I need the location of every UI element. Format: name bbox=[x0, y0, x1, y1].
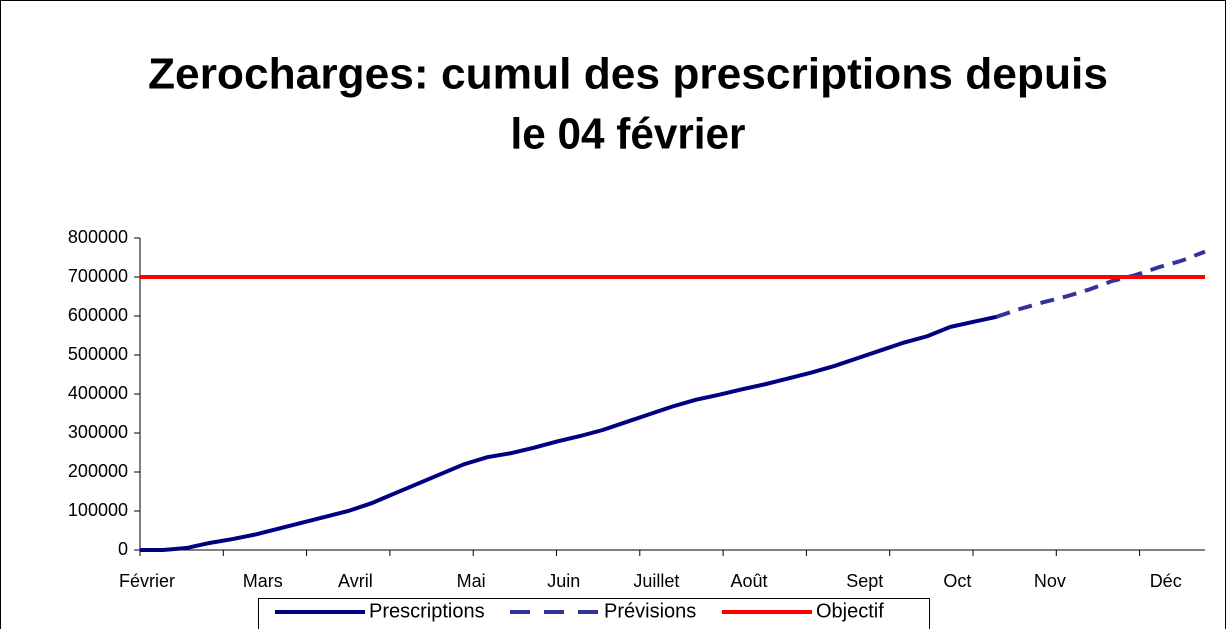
y-tick-label: 300000 bbox=[68, 422, 128, 442]
series-line bbox=[995, 249, 1206, 319]
x-tick-label: Juillet bbox=[633, 571, 679, 591]
y-tick-label: 800000 bbox=[68, 227, 128, 247]
x-tick-label: Nov bbox=[1034, 571, 1066, 591]
x-tick-label: Juin bbox=[547, 571, 580, 591]
y-tick-label: 0 bbox=[118, 539, 128, 559]
y-tick-label: 100000 bbox=[68, 500, 128, 520]
x-tick-label: Mars bbox=[243, 571, 283, 591]
chart-title: Zerocharges: cumul des prescriptions dep… bbox=[148, 50, 1108, 99]
y-tick-label: 200000 bbox=[68, 461, 128, 481]
y-tick-label: 600000 bbox=[68, 305, 128, 325]
series-line bbox=[140, 314, 998, 552]
legend-label: Prévisions bbox=[604, 600, 696, 622]
y-tick-label: 700000 bbox=[68, 266, 128, 286]
x-tick-label: Déc bbox=[1150, 571, 1182, 591]
x-tick-label: Août bbox=[730, 571, 767, 591]
x-tick-label: Sept bbox=[846, 571, 883, 591]
y-tick-label: 500000 bbox=[68, 344, 128, 364]
y-tick-label: 400000 bbox=[68, 383, 128, 403]
legend-label: Prescriptions bbox=[369, 600, 485, 622]
x-tick-label: Oct bbox=[943, 571, 971, 591]
x-tick-label: Avril bbox=[338, 571, 373, 591]
x-tick-label: Mai bbox=[457, 571, 486, 591]
chart-title: le 04 février bbox=[511, 110, 746, 159]
legend-label: Objectif bbox=[816, 600, 884, 622]
x-tick-label: Février bbox=[119, 571, 175, 591]
